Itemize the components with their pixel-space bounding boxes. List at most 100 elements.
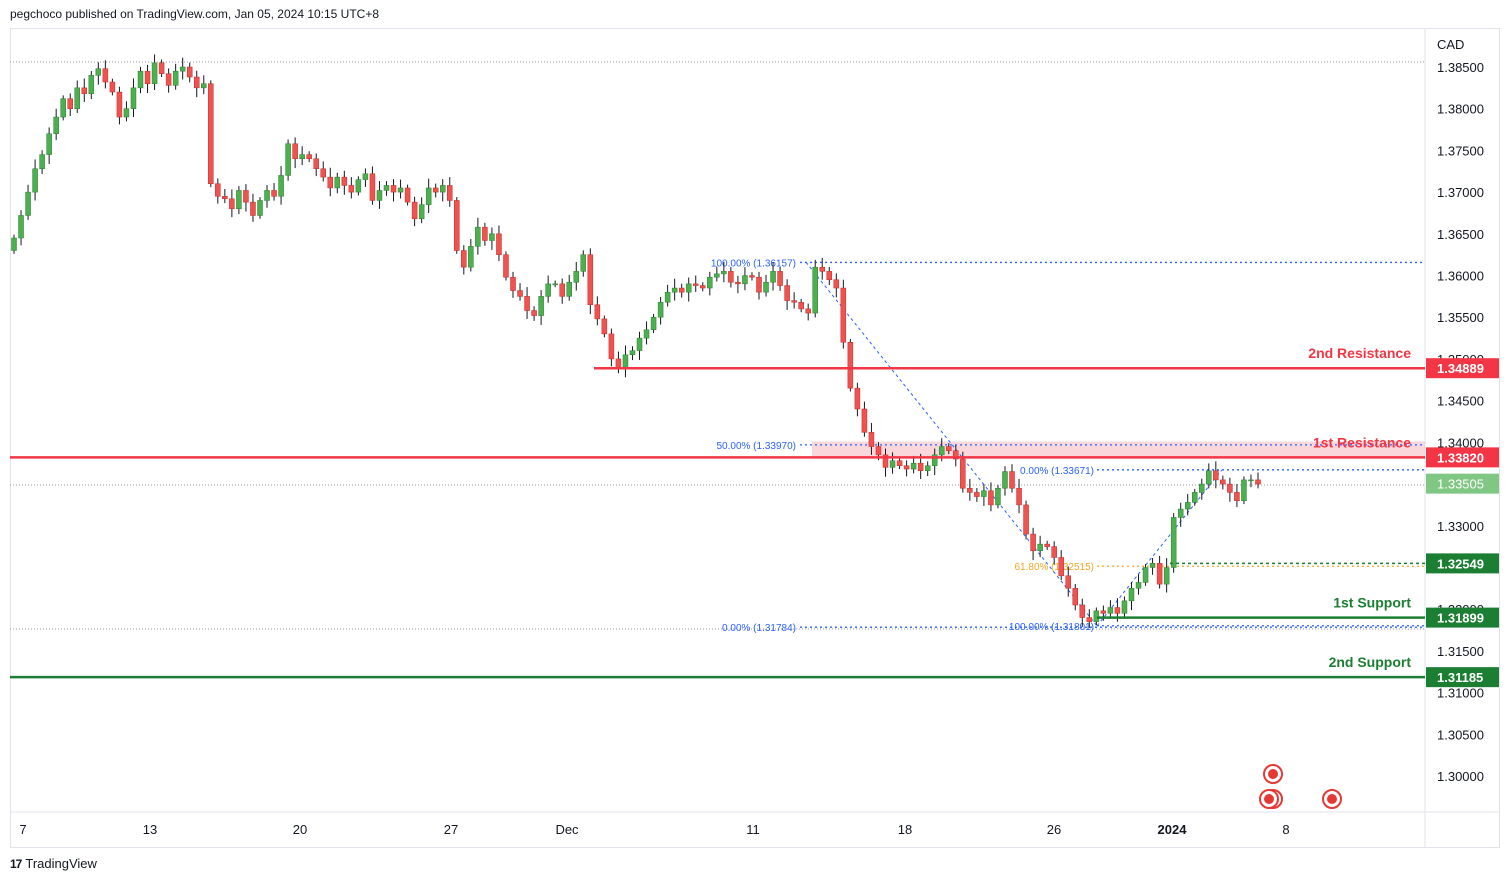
level-price-text: 1.34889 <box>1437 361 1484 376</box>
candle-body <box>222 196 228 200</box>
candle <box>172 63 179 90</box>
candle <box>1184 494 1191 516</box>
candle <box>411 196 418 227</box>
candle <box>826 267 833 286</box>
candle <box>1156 555 1163 589</box>
candle-body <box>889 460 896 468</box>
candle-body <box>678 287 685 293</box>
candle <box>158 59 165 78</box>
time-tick-label: 26 <box>1047 822 1061 837</box>
candle-body <box>439 185 446 193</box>
candle-body <box>917 462 924 471</box>
candle <box>1199 478 1205 500</box>
price-tick-label: 1.38000 <box>1437 102 1484 117</box>
candle <box>186 62 193 83</box>
candle <box>735 275 741 294</box>
candle-body <box>369 173 376 201</box>
level-price-tag <box>1426 667 1499 688</box>
candle-body <box>411 201 418 220</box>
candle-body <box>81 87 88 94</box>
candle <box>784 279 790 310</box>
candle <box>812 259 818 318</box>
candle-body <box>573 271 580 283</box>
candle <box>130 78 137 118</box>
candle <box>1163 558 1170 593</box>
candle-body <box>1206 470 1212 485</box>
fib-level-label: 0.00% (1.33671) <box>1020 466 1094 477</box>
candle-body <box>903 465 910 470</box>
candle-body <box>728 271 734 283</box>
candle-body <box>32 168 38 193</box>
economic-event-icon[interactable] <box>1259 789 1279 809</box>
candle <box>615 351 622 374</box>
candle <box>362 168 369 187</box>
candle-body <box>946 446 952 451</box>
candle <box>327 167 334 197</box>
candle-body <box>510 276 516 291</box>
candle-body <box>517 290 523 297</box>
candle <box>193 70 200 98</box>
candle <box>700 282 706 292</box>
economic-event-icon[interactable] <box>1322 789 1342 809</box>
candle <box>334 172 341 194</box>
price-axis: CAD 1.38500 1.38000 1.37500 1.37000 1.36500 1.… <box>1426 37 1499 784</box>
candle <box>657 296 664 325</box>
candle <box>847 338 854 392</box>
level-price-text: 1.33820 <box>1437 450 1484 465</box>
candle-body <box>524 296 530 311</box>
candle-body <box>482 226 488 241</box>
candle-body <box>425 187 432 205</box>
candle <box>1002 466 1008 496</box>
time-tick-label: 8 <box>1282 822 1289 837</box>
level-price-tag <box>1426 607 1499 628</box>
candle <box>1051 541 1057 565</box>
candle <box>1128 581 1135 611</box>
candle-body <box>657 301 664 318</box>
fib-level-label: 0.00% (1.31784) <box>722 623 796 634</box>
candle <box>250 193 256 222</box>
candle-body <box>854 387 861 410</box>
candle <box>861 401 868 437</box>
economic-event-icon[interactable] <box>1263 764 1283 784</box>
candle-body <box>1058 557 1064 577</box>
candle-body <box>664 291 671 303</box>
candle-body <box>1170 517 1177 568</box>
candle-body <box>791 300 797 303</box>
support-resistance-levels: 2nd Resistance 1st Resistance 1st Support 2… <box>10 345 1425 679</box>
candle-body <box>531 310 537 316</box>
fibonacci-lines: 100.00% (1.36157) 50.00% (1.33970) 0.00% (… <box>711 258 1425 634</box>
candle <box>257 197 263 219</box>
time-tick-label: 18 <box>898 822 912 837</box>
candle-body <box>341 176 348 186</box>
candle <box>151 54 158 91</box>
candle-body <box>608 333 615 360</box>
price-tick-label: 1.30500 <box>1437 727 1484 742</box>
price-tick-label: 1.31000 <box>1437 686 1484 701</box>
candle <box>60 95 66 121</box>
candle-body <box>432 187 439 193</box>
candle <box>341 170 348 195</box>
candle-body <box>1142 567 1149 583</box>
candle-body <box>875 446 882 456</box>
candle <box>67 93 73 117</box>
price-tick-label: 1.35500 <box>1437 310 1484 325</box>
candle-body <box>116 91 123 118</box>
flag-icon-core <box>1264 794 1274 804</box>
fib-level-label: 61.80% (1.32515) <box>1014 562 1094 573</box>
economic-events <box>1259 764 1342 809</box>
candle <box>580 250 587 277</box>
flag-icon-core <box>1268 769 1278 779</box>
tradingview-logo-icon[interactable]: 17 <box>10 856 22 871</box>
candle <box>32 159 38 201</box>
candle <box>264 185 270 208</box>
candle-body <box>447 185 453 201</box>
candle <box>678 283 685 298</box>
candle <box>306 151 312 163</box>
candle <box>910 455 917 474</box>
candle <box>292 137 298 169</box>
candle-body <box>924 465 931 471</box>
candle-body <box>489 233 495 241</box>
candle <box>1191 489 1198 506</box>
candle <box>468 238 474 272</box>
